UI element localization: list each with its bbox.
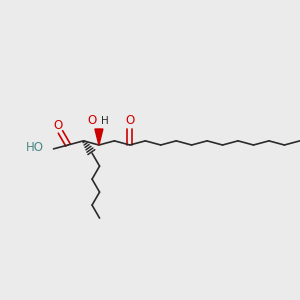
Text: O: O — [88, 115, 97, 128]
Polygon shape — [95, 129, 103, 145]
Text: HO: HO — [26, 141, 44, 154]
Text: O: O — [125, 115, 134, 128]
Text: H: H — [101, 116, 109, 126]
Text: O: O — [53, 118, 62, 131]
